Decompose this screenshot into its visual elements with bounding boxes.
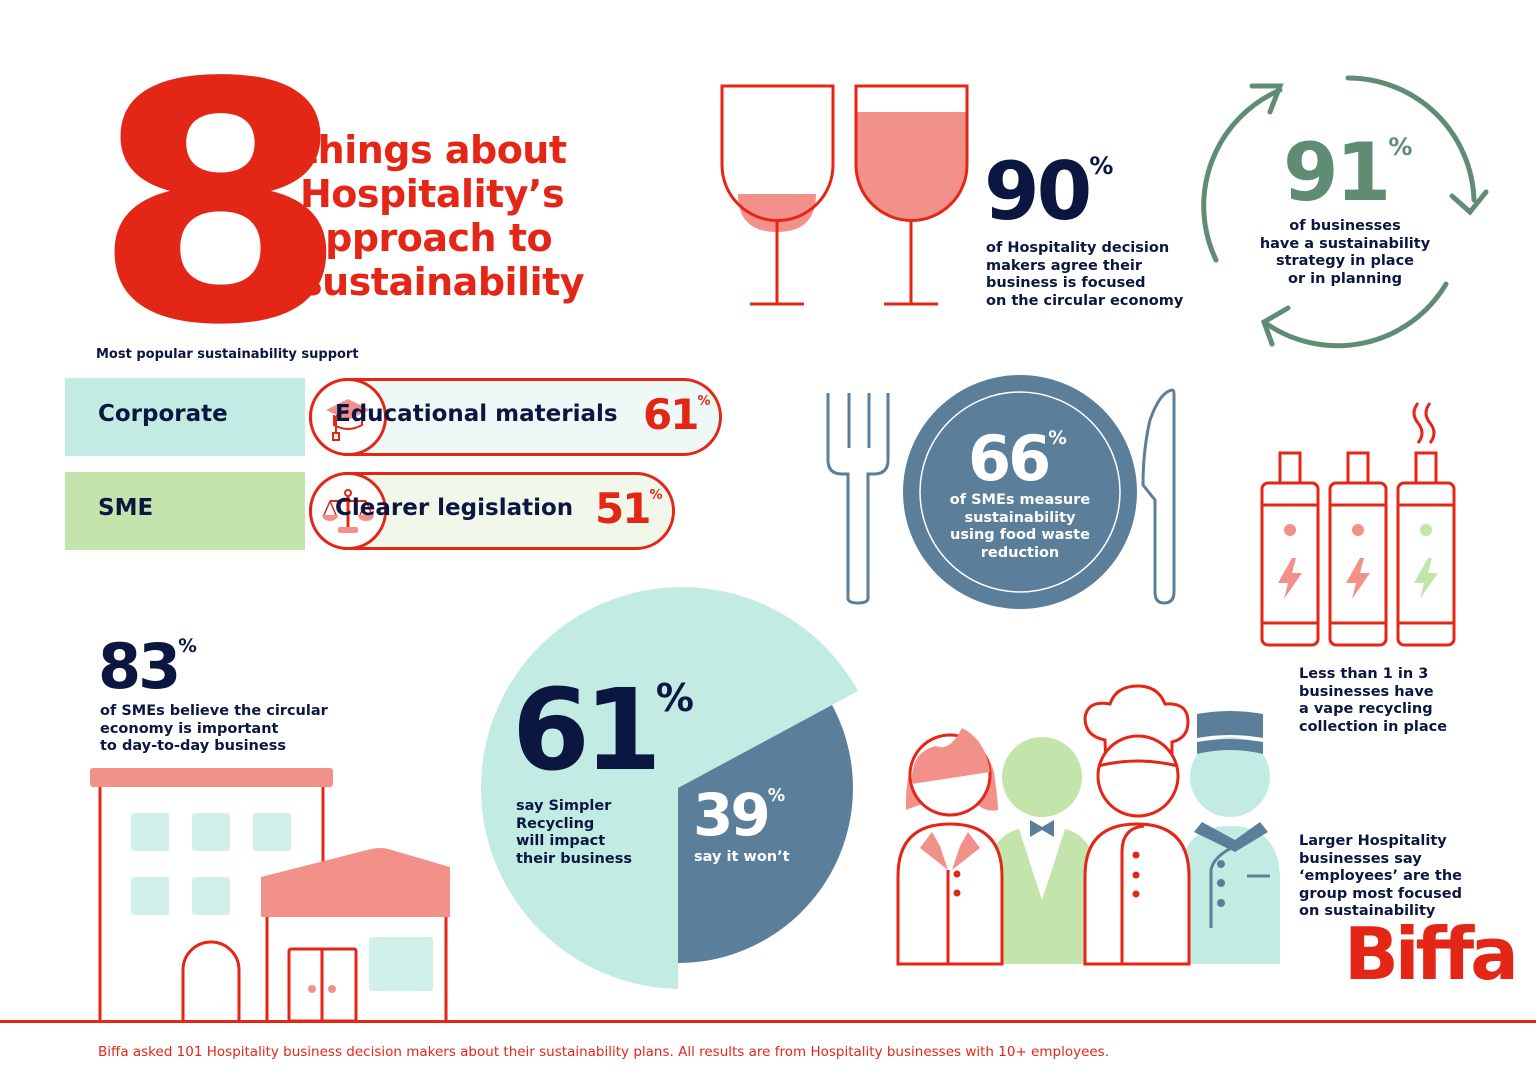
stat-39-value: 39% bbox=[693, 786, 785, 844]
biffa-logo: Biffa bbox=[1344, 912, 1519, 996]
stat-line: on sustainability bbox=[1299, 903, 1436, 919]
title-line: things about bbox=[300, 128, 567, 172]
stat-line: of Hospitality decision bbox=[986, 240, 1170, 256]
stat-line: collection in place bbox=[1299, 718, 1448, 735]
stat-66-text: of SMEs measure sustainability using foo… bbox=[920, 492, 1120, 562]
stat-number: 83 bbox=[98, 630, 181, 703]
percent-sign: % bbox=[1388, 133, 1413, 162]
stat-61-text: say Simpler Recycling will impact their … bbox=[516, 798, 632, 868]
support-value: 51% bbox=[595, 484, 662, 533]
footer-note: Biffa asked 101 Hospitality business dec… bbox=[98, 1044, 1110, 1060]
percent-sign: % bbox=[655, 676, 694, 720]
wine-glasses-icon bbox=[720, 84, 969, 306]
title-number: 8 bbox=[92, 13, 349, 397]
stat-line: reduction bbox=[980, 544, 1060, 561]
support-value: 61% bbox=[643, 390, 710, 439]
stat-line: to day-to-day business bbox=[100, 738, 286, 754]
stat-line: or in planning bbox=[1288, 270, 1402, 287]
stat-line: of businesses bbox=[1289, 218, 1401, 234]
stat-line: strategy in place bbox=[1275, 253, 1415, 269]
stat-83-value: 83% bbox=[98, 636, 197, 698]
stat-number: 66 bbox=[968, 422, 1051, 495]
stat-line: makers agree their bbox=[986, 257, 1143, 274]
stat-line: on the circular economy bbox=[986, 292, 1184, 309]
stat-employees-text: Larger Hospitality businesses say ‘emplo… bbox=[1299, 833, 1462, 921]
stat-line: using food waste bbox=[950, 527, 1090, 543]
category-band bbox=[65, 378, 305, 456]
stat-line: business is focused bbox=[986, 275, 1146, 291]
stat-61-value: 61% bbox=[512, 675, 694, 787]
stat-91-text: of businesses have a sustainability stra… bbox=[1230, 218, 1460, 288]
title-line: Hospitality’s bbox=[300, 172, 565, 216]
stat-number: 90 bbox=[984, 145, 1092, 238]
support-label: Educational materials bbox=[335, 401, 618, 427]
support-heading: Most popular sustainability support bbox=[96, 347, 359, 362]
stat-line: Recycling bbox=[516, 815, 595, 832]
percent-sign: % bbox=[649, 488, 663, 503]
stat-line: ‘employees’ are the bbox=[1299, 868, 1462, 884]
buildings-icon bbox=[90, 768, 450, 1023]
stat-90-value: 90% bbox=[984, 152, 1113, 232]
stat-line: of SMEs measure bbox=[949, 492, 1091, 508]
stat-line: Larger Hospitality bbox=[1299, 833, 1447, 849]
stat-line: Less than 1 in 3 bbox=[1299, 666, 1429, 682]
percent-sign: % bbox=[1048, 427, 1067, 449]
support-value-number: 61 bbox=[643, 390, 699, 439]
stat-91-value: 91% bbox=[1283, 133, 1412, 213]
stat-line: will impact bbox=[516, 833, 606, 849]
stat-83-text: of SMEs believe the circular economy is … bbox=[100, 703, 328, 756]
scales-icon bbox=[309, 472, 387, 550]
support-category: SME bbox=[98, 495, 154, 521]
support-category: Corporate bbox=[98, 401, 228, 427]
stat-line: sustainability bbox=[964, 509, 1076, 526]
support-label: Clearer legislation bbox=[335, 495, 574, 521]
hospitality-staff-icon bbox=[896, 684, 1280, 966]
simpler-recycling-pie-chart bbox=[480, 587, 858, 989]
graduation-cap-icon bbox=[309, 378, 387, 456]
percent-sign: % bbox=[1089, 152, 1114, 181]
stat-number: 61 bbox=[512, 666, 662, 796]
stat-39-text: say it won’t bbox=[694, 849, 790, 865]
stat-line: economy is important bbox=[100, 720, 279, 737]
stat-66-value: 66% bbox=[968, 428, 1067, 490]
stat-number: 91 bbox=[1283, 126, 1391, 219]
stat-line: say Simpler bbox=[516, 798, 612, 814]
stat-line: businesses say bbox=[1299, 850, 1422, 867]
stat-line: their business bbox=[516, 850, 632, 867]
stat-line: businesses have bbox=[1299, 683, 1434, 700]
percent-sign: % bbox=[767, 785, 786, 806]
stat-line: group most focused bbox=[1299, 885, 1462, 902]
recycle-arrows-icon bbox=[1201, 75, 1489, 349]
support-row-sme: SME Clearer legislation 51% bbox=[65, 472, 685, 550]
stat-vape-text: Less than 1 in 3 businesses have a vape … bbox=[1299, 666, 1447, 736]
percent-sign: % bbox=[697, 394, 711, 409]
vape-devices-icon bbox=[1260, 402, 1456, 647]
support-value-number: 51 bbox=[595, 484, 651, 533]
category-band bbox=[65, 472, 305, 550]
stat-90-text: of Hospitality decision makers agree the… bbox=[986, 240, 1183, 310]
footer-divider bbox=[0, 1020, 1536, 1023]
pie-slice-no-impact bbox=[678, 705, 853, 963]
stat-line: of SMEs believe the circular bbox=[100, 703, 328, 719]
plate-cutlery-icon bbox=[826, 375, 1176, 609]
title-line: approach to bbox=[300, 216, 553, 260]
stat-line: have a sustainability bbox=[1259, 235, 1431, 252]
pie-slice-impact bbox=[480, 587, 858, 989]
support-row-corporate: Corporate Educational materials 61% bbox=[65, 378, 725, 456]
stat-line: a vape recycling bbox=[1299, 701, 1433, 717]
page-title: things about Hospitality’s approach to s… bbox=[300, 128, 640, 304]
title-line: sustainability bbox=[300, 260, 585, 304]
stat-number: 39 bbox=[693, 781, 771, 849]
percent-sign: % bbox=[178, 635, 197, 657]
